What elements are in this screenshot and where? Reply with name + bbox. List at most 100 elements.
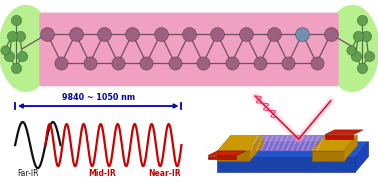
Point: [293, 140, 299, 143]
Point: [276, 144, 282, 147]
Point: [299, 148, 305, 151]
Polygon shape: [217, 157, 355, 172]
Point: [307, 142, 313, 145]
Polygon shape: [217, 142, 369, 157]
Point: [6, 54, 12, 57]
Point: [260, 144, 266, 147]
Point: [291, 144, 297, 147]
Point: [302, 142, 308, 145]
Point: [318, 140, 324, 143]
Point: [295, 135, 301, 138]
Point: [269, 148, 275, 151]
Point: [87, 61, 93, 65]
Point: [115, 61, 121, 65]
Point: [310, 148, 316, 151]
Point: [311, 144, 318, 147]
Point: [284, 138, 290, 141]
Point: [289, 138, 295, 141]
Point: [273, 138, 279, 141]
Point: [283, 140, 289, 143]
Point: [266, 142, 273, 145]
Point: [228, 61, 234, 65]
Point: [101, 33, 107, 36]
Point: [314, 61, 320, 65]
Polygon shape: [208, 156, 236, 159]
Point: [299, 33, 305, 36]
Point: [271, 142, 277, 145]
Point: [200, 61, 206, 65]
Point: [264, 135, 270, 138]
Point: [300, 135, 306, 138]
Point: [158, 33, 164, 36]
Polygon shape: [217, 151, 249, 161]
Polygon shape: [325, 130, 363, 135]
Point: [17, 35, 23, 38]
Ellipse shape: [0, 5, 53, 92]
Point: [359, 19, 365, 22]
Point: [305, 135, 311, 138]
Point: [58, 61, 64, 65]
Point: [256, 142, 262, 145]
Polygon shape: [217, 135, 263, 151]
Point: [305, 146, 311, 149]
Point: [254, 135, 260, 138]
Point: [271, 33, 277, 36]
Point: [290, 146, 296, 149]
Point: [303, 140, 309, 143]
Point: [13, 19, 19, 22]
Point: [279, 148, 285, 151]
Point: [144, 61, 150, 65]
Point: [348, 49, 354, 52]
Point: [294, 138, 300, 141]
Point: [129, 33, 135, 36]
Point: [353, 54, 359, 57]
Point: [285, 61, 291, 65]
Point: [19, 54, 25, 57]
Point: [259, 146, 265, 149]
Point: [44, 33, 50, 36]
Text: Far-IR: Far-IR: [18, 169, 39, 178]
Point: [316, 146, 322, 149]
Point: [9, 35, 15, 38]
Point: [73, 33, 79, 36]
Point: [287, 142, 293, 145]
Point: [271, 144, 277, 147]
Point: [263, 148, 270, 151]
Point: [259, 148, 265, 151]
Point: [243, 33, 249, 36]
Point: [308, 140, 314, 143]
Point: [256, 144, 262, 147]
Point: [363, 35, 369, 38]
Polygon shape: [208, 151, 246, 156]
Point: [314, 138, 321, 141]
Point: [262, 142, 268, 145]
Point: [306, 144, 312, 147]
Point: [265, 146, 271, 149]
Point: [274, 148, 280, 151]
Point: [311, 146, 317, 149]
Point: [186, 33, 192, 36]
Point: [292, 142, 298, 145]
Point: [328, 33, 334, 36]
Polygon shape: [312, 151, 344, 161]
Point: [299, 138, 305, 141]
Point: [251, 142, 257, 145]
Point: [2, 49, 8, 52]
Point: [275, 146, 281, 149]
Polygon shape: [344, 135, 357, 161]
Point: [262, 140, 268, 143]
Text: 9840 ~ 1050 nm: 9840 ~ 1050 nm: [62, 93, 135, 102]
Point: [297, 142, 303, 145]
Polygon shape: [355, 142, 369, 172]
Point: [296, 144, 302, 147]
Point: [250, 144, 256, 147]
Point: [312, 142, 318, 145]
Point: [270, 146, 276, 149]
Point: [172, 61, 178, 65]
Point: [301, 144, 307, 147]
Point: [366, 54, 372, 57]
Point: [13, 66, 19, 69]
Point: [355, 35, 361, 38]
Point: [288, 140, 294, 143]
Point: [263, 138, 269, 141]
